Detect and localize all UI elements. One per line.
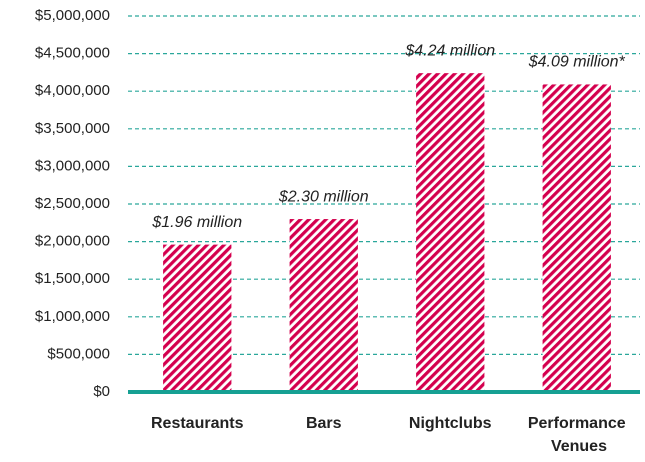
bar [416,73,485,392]
y-tick-label: $500,000 [47,345,110,362]
x-tick-label: Nightclubs [409,415,492,432]
y-tick-label: $3,500,000 [35,120,110,137]
y-tick-label: $3,000,000 [35,157,110,174]
x-tick-label-line: Venues [547,438,608,455]
y-tick-label: $1,500,000 [35,270,110,287]
y-tick-label: $5,000,000 [35,7,110,24]
x-tick-label: Performance Venues [528,415,626,455]
bar [289,219,358,392]
y-tick-label: $1,000,000 [35,308,110,325]
x-tick-label: Restaurants [151,415,244,432]
value-label: $4.24 million [404,42,495,59]
value-label: $2.30 million [278,188,369,205]
y-tick-label: $0 [93,383,110,400]
y-tick-label: $4,500,000 [35,45,110,62]
value-label: $4.09 million* [528,54,626,71]
y-tick-label: $4,000,000 [35,82,110,99]
x-tick-label: Bars [306,415,342,432]
x-tick-label-line: Performance [528,415,626,432]
y-tick-label: $2,000,000 [35,233,110,250]
bar [542,84,611,392]
bar [163,244,232,392]
value-label: $1.96 million [151,214,242,231]
y-tick-label: $2,500,000 [35,195,110,212]
